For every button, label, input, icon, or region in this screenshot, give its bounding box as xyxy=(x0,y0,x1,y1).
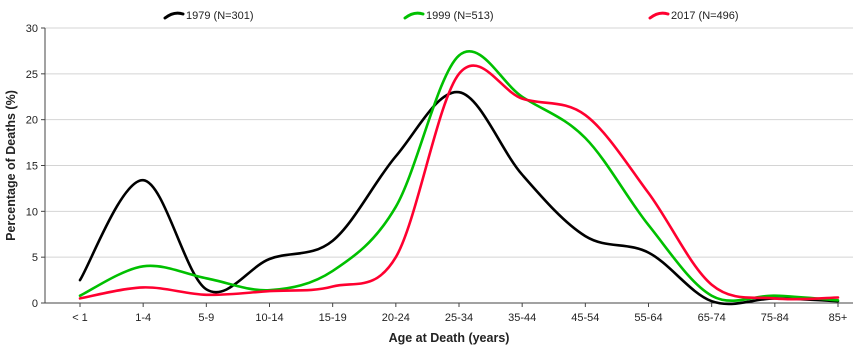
x-tick-label: 5-9 xyxy=(198,312,214,324)
x-tick-label: 85+ xyxy=(829,312,848,324)
y-tick-label: 20 xyxy=(26,115,38,127)
legend-label: 2017 (N=496) xyxy=(671,10,739,22)
legend-swatch xyxy=(650,13,668,18)
x-tick-label: 55-64 xyxy=(634,312,662,324)
x-tick-label: 35-44 xyxy=(508,312,536,324)
series-lines xyxy=(80,51,838,304)
x-tick-label: 20-24 xyxy=(382,312,410,324)
y-tick-label: 0 xyxy=(32,298,38,310)
series-line-2 xyxy=(80,51,838,300)
legend-swatch xyxy=(165,13,183,18)
x-tick-label: 1-4 xyxy=(135,312,151,324)
y-tick-label: 15 xyxy=(26,161,38,173)
y-tick-labels: 0 5 10 15 20 25 30 xyxy=(26,23,38,310)
axes xyxy=(41,28,853,307)
legend: 1979 (N=301) 1999 (N=513) 2017 (N=496) xyxy=(165,10,739,22)
x-axis-title: Age at Death (years) xyxy=(389,331,510,345)
x-tick-label: 45-54 xyxy=(571,312,599,324)
series-line-3 xyxy=(80,65,838,299)
x-tick-label: 75-84 xyxy=(761,312,789,324)
y-tick-label: 30 xyxy=(26,23,38,35)
legend-label: 1999 (N=513) xyxy=(426,10,494,22)
x-tick-label: 15-19 xyxy=(319,312,347,324)
x-tick-label: 65-74 xyxy=(698,312,726,324)
legend-swatch xyxy=(405,13,423,18)
y-axis-title: Percentage of Deaths (%) xyxy=(4,90,18,241)
x-tick-label: < 1 xyxy=(72,312,88,324)
y-tick-label: 5 xyxy=(32,252,38,264)
x-tick-label: 25-34 xyxy=(445,312,473,324)
y-tick-label: 25 xyxy=(26,69,38,81)
y-tick-label: 10 xyxy=(26,206,38,218)
x-tick-labels: < 1 1-4 5-9 10-14 15-19 20-24 25-34 35-44 45-54 5… xyxy=(72,312,847,324)
legend-label: 1979 (N=301) xyxy=(186,10,254,22)
series-line-1 xyxy=(80,92,838,304)
x-tick-label: 10-14 xyxy=(255,312,283,324)
gridlines xyxy=(45,28,853,257)
